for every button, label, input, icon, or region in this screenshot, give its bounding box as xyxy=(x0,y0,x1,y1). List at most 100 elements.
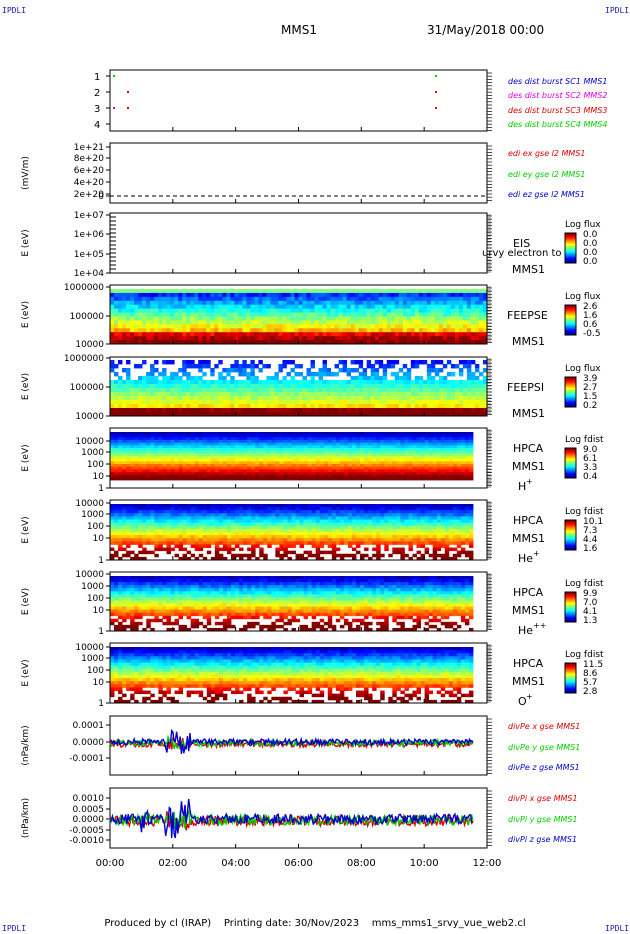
feepse-spectrogram-cell xyxy=(174,296,179,302)
feepse-spectrogram-cell xyxy=(278,300,283,306)
feepse-spectrogram-cell xyxy=(266,292,271,298)
feepse-spectrogram-cell xyxy=(270,312,275,317)
feepse-spectrogram-cell xyxy=(306,340,311,345)
feepsi-spectrogram-cell xyxy=(158,384,163,389)
feepsi-spectrogram-cell xyxy=(354,380,360,385)
hpca-h-spectrogram-cell xyxy=(206,477,212,481)
feepsi-spectrogram-cell xyxy=(278,408,283,413)
feepse-spectrogram-cell xyxy=(430,340,436,345)
feepsi-spectrogram-cell xyxy=(358,408,364,413)
feepse-spectrogram-cell xyxy=(382,316,388,321)
hpca-he-spectrogram-cell xyxy=(222,504,228,508)
hpca-h-spectrogram-cell xyxy=(243,432,248,436)
feepse-spectrogram-cell xyxy=(206,316,211,321)
feepsi-spectrogram-cell xyxy=(330,392,335,397)
feepse-spectrogram-cell xyxy=(338,292,344,298)
feepse-spectrogram-cell xyxy=(142,332,147,337)
hpca-h-spectrogram-cell xyxy=(444,440,450,444)
feepsi-spectrogram-cell xyxy=(382,412,388,417)
hpca-h-spectrogram-cell xyxy=(327,437,333,441)
feepsi-colorbar-cell xyxy=(565,390,576,392)
hpca-he-spectrogram-cell xyxy=(440,513,446,517)
feepsi-spectrogram-cell xyxy=(370,412,376,417)
hpca-h-spectrogram-cell xyxy=(182,440,188,444)
feepse-spectrogram-cell xyxy=(394,292,400,298)
hpca-h-spectrogram-cell xyxy=(360,464,365,468)
feepsi-spectrogram-cell xyxy=(470,400,476,405)
feepse-spectrogram-cell xyxy=(246,320,251,325)
hpca-h-spectrogram-cell xyxy=(231,434,236,438)
hpca-h-spectrogram-cell xyxy=(420,432,425,436)
hpca-h-spectrogram-cell xyxy=(468,450,474,454)
feepsi-spectrogram-cell xyxy=(118,392,123,397)
feepsi-ylabel: E (eV) xyxy=(21,373,31,400)
feepse-spectrogram-cell xyxy=(122,304,127,310)
feepse-spectrogram-cell xyxy=(434,308,440,313)
feepse-spectrogram-cell xyxy=(258,316,263,321)
hpca-h-spectrogram-cell xyxy=(162,442,167,446)
feepse-spectrogram-cell xyxy=(214,304,219,310)
hpca-he-spectrogram-cell xyxy=(436,510,442,514)
feepse-spectrogram-cell xyxy=(266,308,271,313)
hpca-h-spectrogram-cell xyxy=(400,466,405,470)
feepsi-spectrogram-cell xyxy=(250,400,255,405)
hpca-h-spectrogram-cell xyxy=(255,472,260,476)
feepsi-colorbar-cell xyxy=(565,398,576,400)
feepse-spectrogram-cell xyxy=(234,332,239,337)
hpca-h-spectrogram-cell xyxy=(170,450,175,454)
feepsi-spectrogram-cell xyxy=(366,360,372,365)
hpca-he-spectrogram-cell xyxy=(255,510,260,514)
feepse-spectrogram-cell xyxy=(270,320,275,325)
feepsi-spectrogram-cell xyxy=(462,360,468,365)
feepse-spectrogram-cell xyxy=(330,312,335,317)
hpca-h-spectrogram-cell xyxy=(319,466,325,470)
hpca-h-spectrogram-cell xyxy=(222,477,228,481)
hpca-h-spectrogram-cell xyxy=(162,474,167,478)
feepsi-spectrogram-cell xyxy=(306,404,311,409)
feepse-spectrogram-cell xyxy=(314,328,319,333)
hpca-h-spectrogram-cell xyxy=(299,456,304,460)
hpca-he-spectrogram-cell xyxy=(416,504,421,508)
hpca-h-spectrogram-cell xyxy=(376,434,381,438)
hpca-h-spectrogram-cell xyxy=(222,442,228,446)
feepse-spectrogram-cell xyxy=(254,304,259,310)
hpca-h-spectrogram-cell xyxy=(243,434,248,438)
feepsi-spectrogram-cell xyxy=(126,384,131,389)
feepse-spectrogram-cell xyxy=(450,304,456,310)
feepse-spectrogram-cell xyxy=(434,304,440,310)
hpca-he-spectrogram-cell xyxy=(190,507,196,511)
feepse-spectrogram-cell xyxy=(218,289,223,294)
feepse-spectrogram-cell xyxy=(262,292,267,298)
feepsi-spectrogram-cell xyxy=(306,408,311,413)
feepse-spectrogram-cell xyxy=(326,320,331,325)
hpca-h-spectrogram-cell xyxy=(283,477,288,481)
hpca-he-spectrogram-cell xyxy=(420,504,425,508)
feepse-spectrogram-cell xyxy=(426,289,432,294)
hpca-he-spectrogram-cell xyxy=(259,507,264,511)
hpca-h-spectrogram-cell xyxy=(380,472,385,476)
hpca-h-spectrogram-cell xyxy=(315,461,321,465)
feepse-spectrogram-cell xyxy=(146,328,151,333)
hpca-h-spectrogram-cell xyxy=(178,456,183,460)
hpca-he-spectrogram-cell xyxy=(400,504,405,508)
hpca-h-spectrogram-cell xyxy=(444,461,450,465)
feepse-spectrogram-cell xyxy=(258,292,263,298)
hpca-h-spectrogram-cell xyxy=(319,432,325,436)
feepsi-spectrogram-cell xyxy=(126,388,131,393)
hpca-h-spectrogram-cell xyxy=(251,432,256,436)
feepsi-spectrogram-cell xyxy=(342,368,348,373)
feepsi-spectrogram-cell xyxy=(358,404,364,409)
feepsi-colorbar-tick: 1.5 xyxy=(583,392,597,402)
hpca-h-spectrogram-cell xyxy=(388,448,393,452)
hpca-h-spectrogram-cell xyxy=(287,458,292,462)
hpca-h-spectrogram-cell xyxy=(150,442,155,446)
hpca-h-spectrogram-cell xyxy=(267,453,272,457)
feepse-spectrogram-cell xyxy=(402,300,408,306)
feepsi-spectrogram-cell xyxy=(322,380,327,385)
hpca-h-spectrogram-cell xyxy=(364,466,369,470)
feepse-spectrogram-cell xyxy=(458,308,464,313)
feepsi-colorbar-cell xyxy=(565,401,576,403)
hpca-h-spectrogram-cell xyxy=(259,469,264,473)
hpca-he-spectrogram-cell xyxy=(231,510,236,514)
hpca-he-spectrogram-cell xyxy=(460,510,466,514)
